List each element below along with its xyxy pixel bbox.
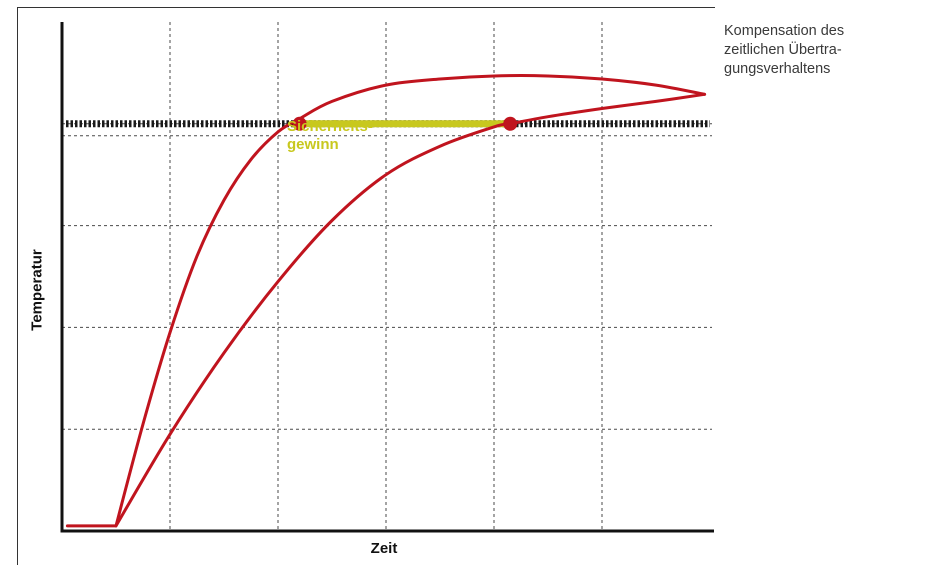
caption-line-2: zeitlichen Übertra-	[724, 42, 842, 58]
intersection-marker-2	[503, 116, 518, 131]
annotation-line-1: Sicherheits-	[287, 118, 373, 135]
y-axis-label: Temperatur	[28, 249, 46, 331]
frame-top-border	[17, 7, 715, 8]
annotation-line-2: gewinn	[287, 136, 339, 153]
x-axis-label: Zeit	[370, 540, 398, 557]
caption-text: Kompensation des zeitlichen Übertra- gun…	[724, 22, 914, 79]
series-curve-2	[114, 92, 707, 528]
safety-gain-annotation: Sicherheits- gewinn	[287, 118, 373, 154]
caption-line-3: gungsverhaltens	[724, 61, 831, 77]
intersection-marker-1	[292, 116, 307, 131]
caption-line-1: Kompensation des	[724, 23, 845, 39]
frame-left-border	[17, 7, 18, 565]
